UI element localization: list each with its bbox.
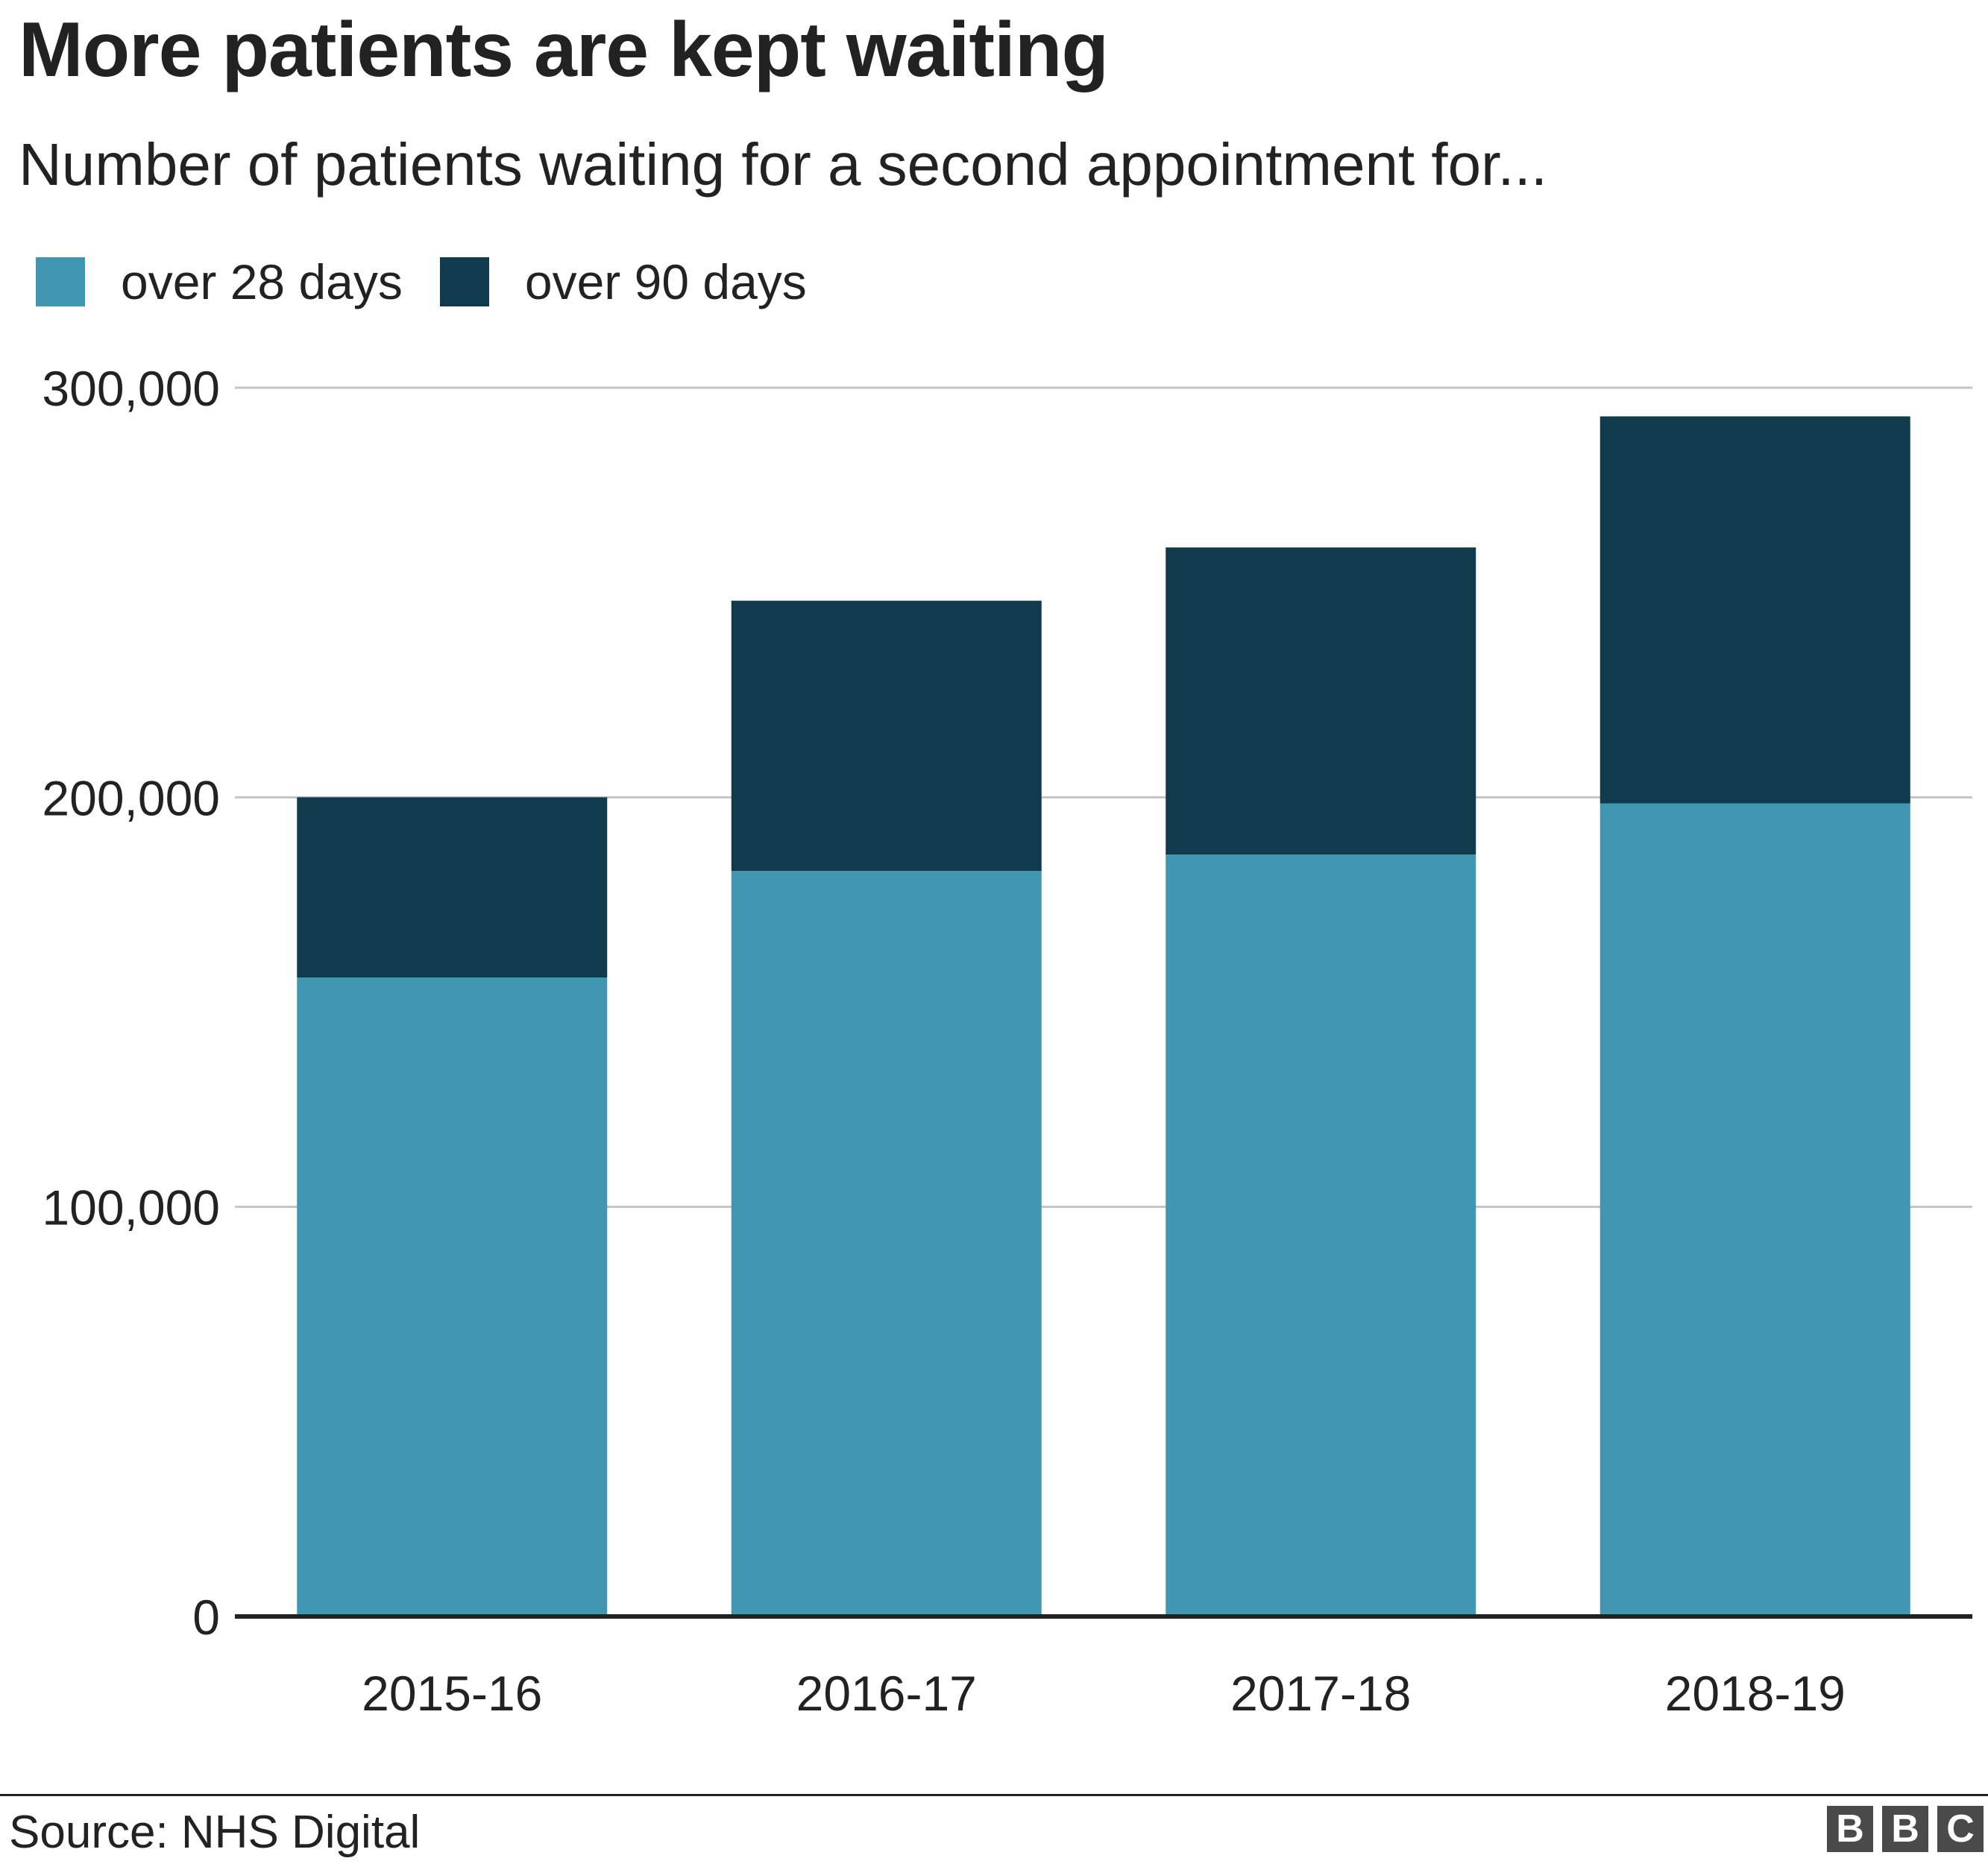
- y-tick-label: 300,000: [42, 361, 220, 416]
- bar-over-90-days: [731, 600, 1042, 872]
- bbc-logo: B B C: [1818, 1806, 1984, 1852]
- y-tick-label: 200,000: [42, 770, 220, 825]
- y-tick-label: 0: [192, 1590, 220, 1645]
- legend: over 28 days over 90 days: [36, 252, 844, 312]
- x-tick-label: 2017-18: [1230, 1666, 1411, 1721]
- legend-item-over-28-days: over 28 days: [36, 254, 403, 310]
- bbc-logo-letter-b2: B: [1882, 1806, 1928, 1852]
- x-tick-label: 2018-19: [1665, 1666, 1846, 1721]
- bar-over-28-days: [1599, 803, 1910, 1616]
- bbc-logo-letter-b1: B: [1827, 1806, 1873, 1852]
- x-tick-label: 2016-17: [796, 1666, 977, 1721]
- bar-over-90-days: [1599, 416, 1910, 804]
- legend-swatch-over-90-days: [439, 257, 489, 306]
- x-tick-label: 2015-16: [362, 1666, 542, 1721]
- bbc-logo-letter-c: C: [1937, 1806, 1984, 1852]
- legend-label-over-90-days: over 90 days: [524, 254, 807, 309]
- legend-label-over-28-days: over 28 days: [121, 254, 403, 309]
- y-tick-label: 100,000: [42, 1180, 220, 1235]
- bar-over-90-days: [1166, 547, 1476, 855]
- source-note: Source: NHS Digital: [9, 1807, 421, 1858]
- stacked-bar-chart: 0 100,000 200,000 300,000 2015-16 2016-17 2017…: [42, 361, 1972, 1721]
- chart-title: More patients are kept waiting: [19, 7, 1109, 93]
- legend-swatch-over-28-days: [36, 257, 85, 306]
- bar-over-28-days: [297, 977, 608, 1616]
- chart-subtitle: Number of patients waiting for a second …: [19, 131, 1548, 198]
- bar-over-28-days: [731, 871, 1042, 1616]
- bar-over-90-days: [297, 797, 608, 978]
- legend-item-over-90-days: over 90 days: [439, 254, 807, 310]
- bar-over-28-days: [1166, 854, 1476, 1616]
- footer-divider: [0, 1794, 1988, 1796]
